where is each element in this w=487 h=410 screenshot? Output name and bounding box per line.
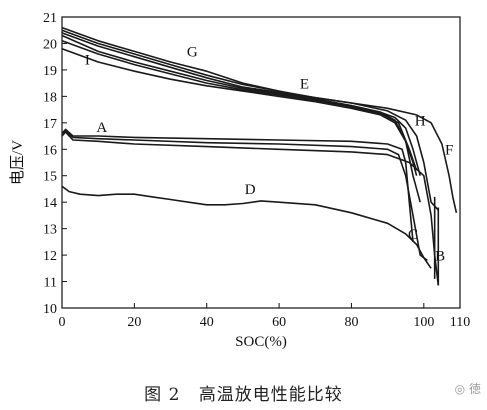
y-tick-label: 16 <box>43 143 57 158</box>
curve-label-f: F <box>445 143 453 159</box>
curve-d <box>61 185 432 269</box>
y-tick-label: 18 <box>43 90 57 105</box>
y-tick-label: 11 <box>44 276 57 291</box>
curve-f <box>61 32 458 213</box>
x-tick-label: 20 <box>127 315 141 330</box>
curve-label-h: H <box>415 113 426 129</box>
curve-labels: G E H F I A C B D <box>85 45 453 265</box>
x-axis-label: SOC(%) <box>235 334 287 350</box>
curve-label-e: E <box>300 76 309 92</box>
watermark-text: 徳 <box>468 382 481 396</box>
y-tick-label: 10 <box>43 302 57 317</box>
x-tick-label: 60 <box>272 315 286 330</box>
curve-label-d: D <box>245 182 256 198</box>
y-tick-label: 20 <box>43 37 57 52</box>
figure-title: 高温放电性能比较 <box>198 385 343 405</box>
y-tick-label: 15 <box>43 170 57 185</box>
plot-frame <box>61 16 461 309</box>
curve-label-a: A <box>96 120 107 136</box>
y-tick-label: 13 <box>43 223 57 238</box>
figure-number: 图 2 <box>144 385 181 405</box>
x-tick-label: 110 <box>450 315 470 330</box>
curve-label-i: I <box>85 53 90 69</box>
curve-c <box>61 130 428 262</box>
wechat-icon: ◎ <box>454 382 466 396</box>
y-tick-label: 17 <box>43 117 57 132</box>
curve-label-b: B <box>435 248 445 264</box>
curve-label-c: C <box>408 227 418 243</box>
curve-e <box>61 34 421 176</box>
y-axis-label: 电压/V <box>9 140 26 185</box>
plot-area <box>61 16 461 309</box>
y-tick-label: 19 <box>43 64 57 79</box>
curves <box>61 26 458 286</box>
curve-b <box>61 131 440 286</box>
watermark: ◎ 徳 <box>455 380 481 397</box>
curve-a <box>61 128 414 242</box>
curve-unlabeled-5 <box>61 40 418 171</box>
curve-g <box>61 26 421 203</box>
x-tick-label: 80 <box>344 315 358 330</box>
curve-label-g: G <box>187 45 198 61</box>
curve-i <box>61 47 418 176</box>
axes: 10 11 12 13 14 15 16 17 18 19 20 21 0 20 40 60 80 100 110 <box>43 11 470 330</box>
x-tick-label: 100 <box>413 315 434 330</box>
y-tick-label: 12 <box>43 249 57 264</box>
figure-caption: 图 2 高温放电性能比较 <box>0 380 487 405</box>
y-tick-label: 21 <box>43 11 57 26</box>
y-tick-label: 14 <box>43 196 57 211</box>
x-tick-label: 0 <box>59 315 66 330</box>
x-tick-label: 40 <box>200 315 214 330</box>
